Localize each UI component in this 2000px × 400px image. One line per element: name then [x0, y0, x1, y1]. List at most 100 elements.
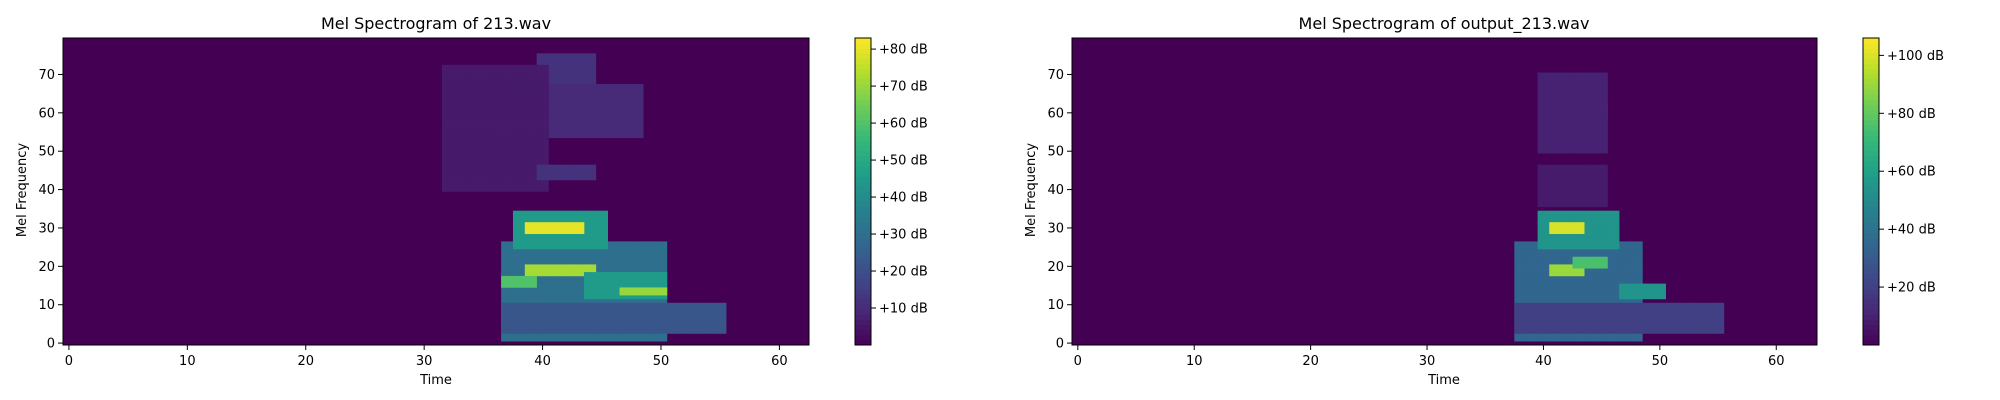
spectrogram-cell	[1595, 137, 1608, 142]
spectrogram-cell	[1537, 272, 1550, 277]
spectrogram-cell	[619, 333, 632, 338]
colorbar-segment	[855, 334, 871, 341]
spectrogram-cell	[607, 260, 620, 265]
spectrogram-cell	[512, 110, 526, 116]
spectrogram-cell	[1549, 298, 1562, 304]
spectrogram-cell	[607, 91, 620, 96]
spectrogram-cell	[1630, 272, 1643, 277]
spectrogram-cell	[643, 283, 656, 288]
spectrogram-cell	[1514, 245, 1527, 250]
spectrogram-cell	[572, 110, 585, 116]
spectrogram-cell	[489, 68, 502, 73]
spectrogram-cell	[501, 130, 514, 135]
spectrogram-cell	[595, 310, 608, 315]
spectrogram-cell	[631, 325, 644, 330]
spectrogram-cell	[595, 272, 608, 277]
spectrogram-cell	[512, 133, 526, 139]
spectrogram-cell	[1630, 260, 1643, 265]
spectrogram-cell	[465, 99, 478, 104]
spectrogram-cell	[1537, 191, 1550, 196]
spectrogram-cell	[512, 302, 526, 307]
spectrogram-cell	[453, 64, 466, 69]
spectrogram-cell	[595, 214, 608, 219]
spectrogram-cell	[536, 156, 549, 162]
spectrogram-cell	[1595, 84, 1608, 89]
spectrogram-cell	[1584, 141, 1597, 146]
spectrogram-cell	[548, 233, 561, 238]
spectrogram-cell	[524, 310, 537, 315]
colorbar-segment	[1863, 94, 1879, 100]
spectrogram-cell	[1607, 256, 1620, 261]
spectrogram-cell	[1595, 87, 1608, 93]
spectrogram-cell	[477, 80, 490, 85]
spectrogram-cell	[1630, 310, 1643, 315]
spectrogram-cell	[595, 256, 608, 261]
spectrogram-cell	[1642, 310, 1655, 315]
spectrogram-cell	[453, 176, 466, 181]
spectrogram-cell	[619, 291, 632, 296]
spectrogram-cell	[1630, 241, 1643, 246]
spectrogram-cell	[524, 337, 537, 342]
spectrogram-cell	[501, 252, 514, 258]
spectrogram-cell	[453, 160, 466, 165]
spectrogram-cell	[1525, 321, 1538, 327]
spectrogram-cell	[536, 337, 549, 342]
spectrogram-cell	[441, 168, 455, 173]
spectrogram-cell	[560, 53, 573, 58]
spectrogram-cell	[607, 279, 620, 284]
spectrogram-cell	[1572, 264, 1585, 269]
spectrogram-cell	[631, 333, 644, 338]
spectrogram-cell	[477, 118, 490, 123]
spectrogram-cell	[560, 95, 573, 100]
spectrogram-cell	[572, 214, 585, 219]
spectrogram-cell	[1584, 314, 1597, 319]
spectrogram-cell	[1537, 176, 1550, 181]
spectrogram-cell	[1654, 310, 1666, 315]
spectrogram-cell	[1595, 295, 1608, 300]
spectrogram-cell	[548, 329, 561, 334]
spectrogram-cell	[441, 130, 455, 135]
spectrogram-cell	[501, 156, 514, 162]
spectrogram-cell	[489, 141, 502, 146]
spectrogram-cell	[1630, 302, 1643, 307]
spectrogram-cell	[1549, 318, 1562, 323]
spectrogram-cell	[465, 110, 478, 116]
spectrogram-cell	[477, 64, 490, 69]
spectrogram-cell	[560, 91, 573, 96]
spectrogram-cell	[1514, 264, 1527, 269]
spectrogram-cell	[595, 260, 608, 265]
spectrogram-cell	[441, 137, 455, 142]
spectrogram-cell	[1560, 256, 1573, 261]
spectrogram-cell	[501, 264, 514, 269]
colorbar-segment	[855, 181, 871, 187]
spectrogram-cell	[560, 226, 573, 231]
spectrogram-cell	[595, 229, 608, 235]
spectrogram-cell	[1560, 291, 1573, 296]
spectrogram-cell	[572, 114, 585, 119]
spectrogram-cell	[1584, 321, 1597, 327]
spectrogram-cell	[1619, 295, 1632, 300]
spectrogram-cell	[584, 318, 597, 323]
spectrogram-cell	[595, 302, 608, 307]
spectrogram-cell	[572, 226, 585, 231]
spectrogram-cell	[655, 329, 668, 334]
spectrogram-cell	[1572, 318, 1585, 323]
spectrogram-cell	[489, 153, 502, 158]
spectrogram-cell	[524, 110, 537, 116]
spectrogram-cell	[548, 87, 561, 93]
spectrogram-cell	[1560, 107, 1573, 112]
spectrogram-cell	[1560, 218, 1573, 223]
spectrogram-cell	[655, 314, 668, 319]
spectrogram-cell	[1584, 179, 1597, 185]
spectrogram-cell	[655, 310, 668, 315]
colorbar-segment	[855, 339, 871, 346]
spectrogram-cell	[631, 252, 644, 258]
spectrogram-cell	[655, 283, 668, 288]
spectrogram-cell	[1630, 291, 1643, 296]
spectrogram-cell	[595, 245, 608, 250]
spectrogram-cell	[560, 333, 573, 338]
spectrogram-cell	[1514, 256, 1527, 261]
spectrogram-cell	[595, 126, 608, 131]
spectrogram-cell	[1619, 252, 1632, 258]
spectrogram-cell	[536, 126, 549, 131]
